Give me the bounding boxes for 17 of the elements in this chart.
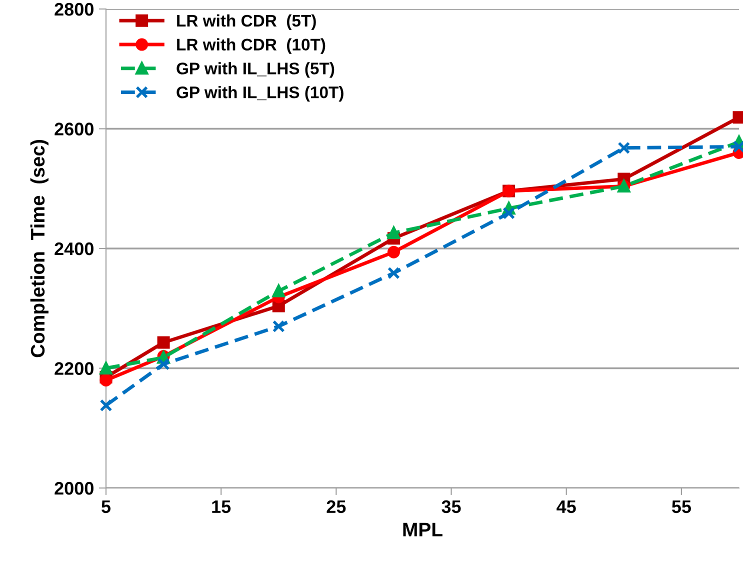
x-tick-label: 5	[102, 500, 111, 514]
y-tick-label: 2400	[54, 242, 94, 256]
x-tick-label: 15	[212, 500, 231, 514]
legend-label: LR with CDR (5T)	[177, 14, 316, 30]
y-tick-label: 2600	[54, 122, 94, 136]
legend-label: LR with CDR (10T)	[177, 38, 326, 54]
x-axis-title: MPL	[403, 522, 442, 536]
legend-label: GP with IL_LHS (5T)	[176, 62, 334, 78]
y-tick-label: 2000	[54, 482, 94, 495]
y-axis-title: Completion Time (sec)	[30, 140, 48, 358]
y-tick-label: 2200	[54, 362, 94, 375]
x-tick-label: 45	[556, 500, 576, 514]
x-tick-label: 35	[442, 500, 461, 514]
legend-label: GP with IL_LHS (10T)	[176, 86, 344, 102]
y-tick-label: 2800	[54, 2, 94, 16]
x-tick-label: 55	[672, 500, 691, 514]
x-tick-label: 25	[326, 500, 346, 514]
